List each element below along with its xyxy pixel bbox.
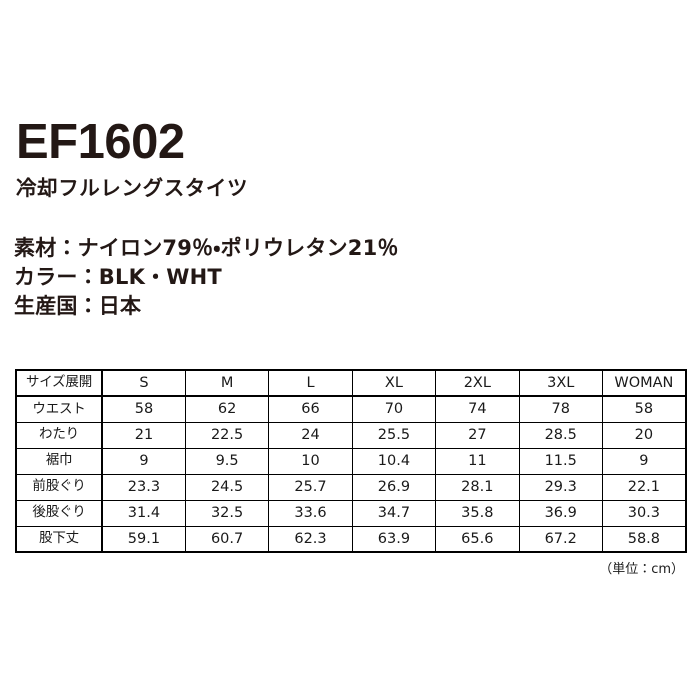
spec-list: 素材：ナイロン79％・ポリウレタン21％ カラー：BLK・WHT 生産国：日本	[14, 234, 682, 321]
cell-value: 62	[184, 395, 270, 423]
cell-value: 21	[101, 421, 186, 449]
table-row: 股下丈 59.1 60.7 62.3 63.9 65.6 67.2 58.8	[15, 525, 687, 553]
row-label-back-rise: 後股ぐり	[15, 499, 103, 527]
cell-value: 78	[518, 395, 603, 423]
heading-block: EF1602 冷却フルレングスタイツ	[16, 115, 684, 202]
column-header-3xl: 3XL	[518, 369, 603, 397]
column-header-m: M	[184, 369, 270, 397]
cell-value: 25.5	[351, 421, 437, 449]
cell-value: 11	[435, 447, 520, 475]
cell-value: 62.3	[268, 525, 353, 553]
cell-value: 34.7	[351, 499, 437, 527]
row-label-front-rise: 前股ぐり	[15, 473, 103, 501]
cell-value: 26.9	[351, 473, 437, 501]
table-row: わたり 21 22.5 24 25.5 27 28.5 20	[15, 421, 687, 449]
cell-value: 65.6	[435, 525, 520, 553]
product-code: EF1602	[16, 115, 185, 169]
cell-value: 23.3	[101, 473, 186, 501]
cell-value: 25.7	[268, 473, 353, 501]
cell-value: 22.1	[601, 473, 687, 501]
row-label-waist: ウエスト	[15, 395, 103, 423]
cell-value: 58.8	[601, 525, 687, 553]
spec-line-material: 素材：ナイロン79％・ポリウレタン21％	[14, 236, 399, 260]
cell-value: 70	[351, 395, 437, 423]
cell-value: 11.5	[518, 447, 603, 475]
row-label-hem-width: 裾巾	[15, 447, 103, 475]
table-row: ウエスト 58 62 66 70 74 78 58	[15, 395, 687, 423]
cell-value: 20	[601, 421, 687, 449]
cell-value: 28.1	[435, 473, 520, 501]
cell-value: 27	[435, 421, 520, 449]
cell-value: 60.7	[184, 525, 270, 553]
cell-value: 10	[268, 447, 353, 475]
cell-value: 24	[268, 421, 353, 449]
table-header-row: サイズ展開 S M L XL 2XL 3XL WOMAN	[15, 369, 687, 397]
table-row: 前股ぐり 23.3 24.5 25.7 26.9 28.1 29.3 22.1	[15, 473, 687, 501]
cell-value: 58	[601, 395, 687, 423]
cell-value: 58	[101, 395, 186, 423]
column-header-2xl: 2XL	[435, 369, 520, 397]
row-label-inseam: 股下丈	[15, 525, 103, 553]
cell-value: 36.9	[518, 499, 603, 527]
unit-note: （単位：cm）	[599, 562, 684, 577]
cell-value: 9.5	[184, 447, 270, 475]
cell-value: 59.1	[101, 525, 186, 553]
table-row: 後股ぐり 31.4 32.5 33.6 34.7 35.8 36.9 30.3	[15, 499, 687, 527]
column-header-woman: WOMAN	[601, 369, 687, 397]
row-label-thigh: わたり	[15, 421, 103, 449]
cell-value: 35.8	[435, 499, 520, 527]
cell-value: 66	[268, 395, 353, 423]
cell-value: 9	[601, 447, 687, 475]
cell-value: 30.3	[601, 499, 687, 527]
size-chart-table: サイズ展開 S M L XL 2XL 3XL WOMAN ウエスト 58 62 …	[15, 369, 687, 553]
cell-value: 28.5	[518, 421, 603, 449]
cell-value: 10.4	[351, 447, 437, 475]
cell-value: 63.9	[351, 525, 437, 553]
size-table-container: サイズ展開 S M L XL 2XL 3XL WOMAN ウエスト 58 62 …	[15, 369, 687, 553]
column-header-s: S	[101, 369, 186, 397]
column-header-size-label: サイズ展開	[15, 369, 103, 397]
product-name: 冷却フルレングスタイツ	[16, 175, 249, 200]
column-header-xl: XL	[351, 369, 437, 397]
column-header-l: L	[268, 369, 353, 397]
spec-line-origin: 生産国：日本	[14, 294, 142, 318]
cell-value: 22.5	[184, 421, 270, 449]
cell-value: 29.3	[518, 473, 603, 501]
table-row: 裾巾 9 9.5 10 10.4 11 11.5 9	[15, 447, 687, 475]
cell-value: 33.6	[268, 499, 353, 527]
cell-value: 31.4	[101, 499, 186, 527]
spec-line-color: カラー：BLK・WHT	[14, 265, 222, 289]
cell-value: 67.2	[518, 525, 603, 553]
cell-value: 32.5	[184, 499, 270, 527]
cell-value: 9	[101, 447, 186, 475]
cell-value: 24.5	[184, 473, 270, 501]
cell-value: 74	[435, 395, 520, 423]
